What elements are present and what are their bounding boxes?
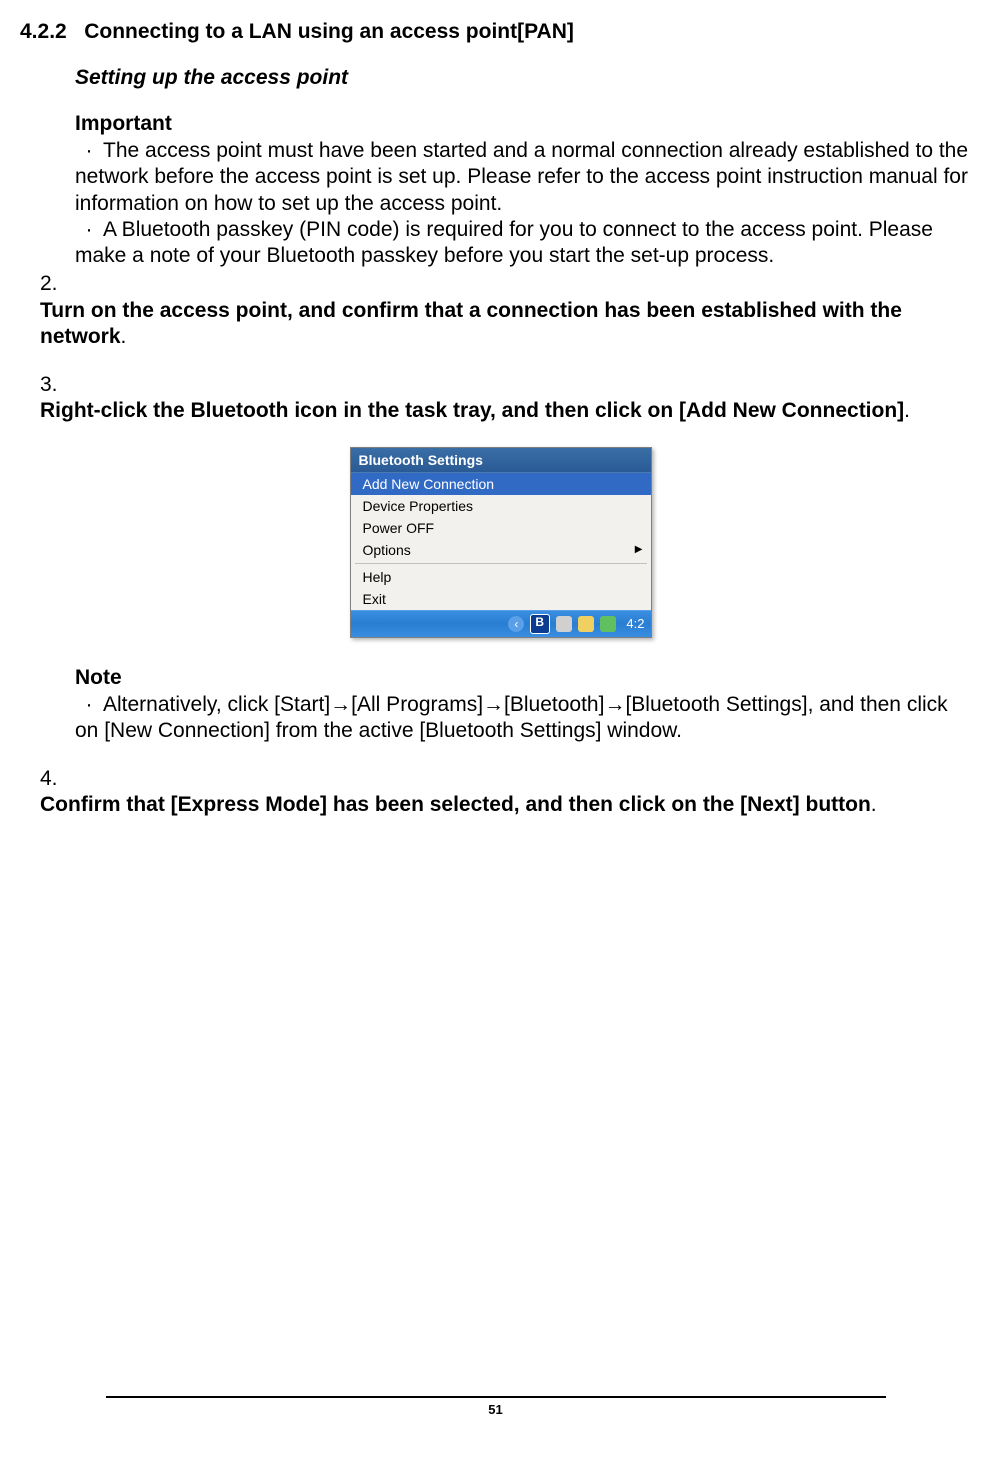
document-page: 4.2.2 Connecting to a LAN using an acces… [0,0,991,1457]
step-body: Right-click the Bluetooth icon in the ta… [40,398,950,424]
important-label: Important [75,112,981,136]
section-title: Connecting to a LAN using an access poin… [84,20,574,43]
menu-item-options[interactable]: Options [351,539,651,561]
page-number: 51 [0,1402,991,1417]
step-trail: . [871,793,877,816]
menu-titlebar: Bluetooth Settings [351,448,651,473]
tray-expand-icon[interactable]: ‹ [508,616,524,632]
step-text: Confirm that [Express Mode] has been sel… [40,793,871,816]
footer-rule [106,1396,886,1398]
important-item: ·The access point must have been started… [75,138,971,217]
steps-list-continued: 4. Confirm that [Express Mode] has been … [40,766,971,819]
step-trail: . [121,325,127,348]
step-number: 2. [40,271,75,297]
figure-bluetooth-menu: Bluetooth Settings Add New Connection De… [20,447,981,638]
tray-icon[interactable] [556,616,572,632]
step-number: 3. [40,372,75,398]
step-body: Turn on the access point, and confirm th… [40,298,950,351]
menu-item-power-off[interactable]: Power OFF [351,517,651,539]
page-footer: 51 [0,1396,991,1417]
menu-item-help[interactable]: Help [351,566,651,588]
step-4: 4. Confirm that [Express Mode] has been … [40,766,971,819]
step-number: 4. [40,766,75,792]
note-text: Alternatively, click [Start]→[All Progra… [75,693,948,742]
system-tray: ‹ 4:2 [351,610,651,637]
step-text: Right-click the Bluetooth icon in the ta… [40,399,904,422]
note-label: Note [75,666,981,690]
important-text-2: A Bluetooth passkey (PIN code) is requir… [75,218,933,267]
menu-separator [355,563,647,564]
section-heading: 4.2.2 Connecting to a LAN using an acces… [20,20,981,44]
step-trail: . [904,399,910,422]
bullet-icon: · [75,217,103,243]
menu-body: Add New Connection Device Properties Pow… [351,473,651,610]
step-3: 3. Right-click the Bluetooth icon in the… [40,372,971,425]
bluetooth-tray-icon[interactable] [530,614,550,634]
step-2: 2. Turn on the access point, and confirm… [40,271,971,350]
sub-heading: Setting up the access point [75,66,981,90]
bullet-icon: · [75,692,103,718]
section-number: 4.2.2 [20,20,67,43]
menu-item-device-properties[interactable]: Device Properties [351,495,651,517]
important-item: ·A Bluetooth passkey (PIN code) is requi… [75,217,971,270]
steps-list: 2. Turn on the access point, and confirm… [40,271,971,424]
menu-item-add-new-connection[interactable]: Add New Connection [351,473,651,495]
menu-item-exit[interactable]: Exit [351,588,651,610]
step-text: Turn on the access point, and confirm th… [40,299,902,348]
note-block: ·Alternatively, click [Start]→[All Progr… [75,692,971,745]
important-block: ·The access point must have been started… [75,138,971,269]
tray-icon[interactable] [600,616,616,632]
bullet-icon: · [75,138,103,164]
important-text-1: The access point must have been started … [75,139,968,215]
step-body: Confirm that [Express Mode] has been sel… [40,792,950,818]
tray-icon[interactable] [578,616,594,632]
tray-clock: 4:2 [626,616,644,631]
bluetooth-settings-menu: Bluetooth Settings Add New Connection De… [350,447,652,638]
